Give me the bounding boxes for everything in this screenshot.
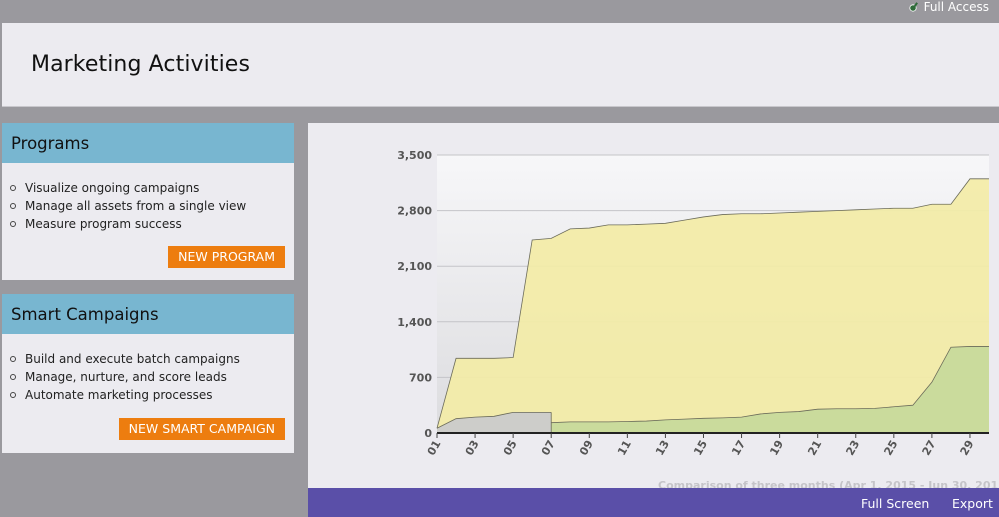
smart-campaigns-list: Build and execute batch campaigns Manage… [2, 334, 294, 404]
list-item: Measure program success [10, 215, 294, 233]
chart-footer: Full Screen Export [308, 488, 999, 517]
x-tick-label: 21 [805, 438, 824, 458]
list-item: Visualize ongoing campaigns [10, 179, 294, 197]
new-smart-campaign-button[interactable]: NEW SMART CAMPAIGN [118, 418, 285, 440]
programs-panel: Programs Visualize ongoing campaigns Man… [2, 123, 294, 280]
x-tick-label: 03 [463, 438, 482, 458]
y-tick-label: 700 [409, 371, 432, 384]
page-title: Marketing Activities [31, 52, 251, 77]
full-access-link[interactable]: Full Access [908, 0, 989, 14]
y-tick-label: 1,400 [397, 316, 432, 329]
top-bar: Full Access [0, 0, 999, 22]
x-tick-label: 01 [425, 438, 444, 458]
x-tick-label: 17 [729, 438, 748, 458]
series-line [551, 346, 989, 424]
x-tick-label: 19 [767, 438, 786, 458]
list-item: Build and execute batch campaigns [10, 350, 294, 368]
y-tick-label: 3,500 [397, 149, 432, 162]
x-tick-label: 25 [882, 438, 901, 458]
x-tick-label: 23 [843, 438, 862, 458]
x-tick-label: 13 [653, 438, 672, 458]
full-access-label: Full Access [923, 0, 989, 14]
activity-chart: 0 700 1,400 2,100 2,800 3,500 01 03 05 07 09 11 13 15… [397, 149, 999, 488]
series-area [551, 346, 989, 433]
x-tick-label: 29 [958, 438, 977, 458]
chart-caption: Comparison of three months (Apr 1, 2015 … [658, 479, 999, 488]
y-tick-label: 2,800 [397, 205, 432, 218]
x-tick-label: 05 [501, 438, 520, 458]
x-tick-label: 09 [577, 438, 596, 458]
smart-campaigns-title: Smart Campaigns [2, 294, 294, 334]
y-tick-label: 2,100 [397, 260, 432, 273]
key-icon [908, 2, 918, 12]
export-button[interactable]: Export [952, 496, 993, 511]
new-program-button[interactable]: NEW PROGRAM [168, 246, 285, 268]
series-line [436, 411, 552, 429]
chart-panel: 0 700 1,400 2,100 2,800 3,500 01 03 05 07 09 11 13 15… [308, 123, 999, 488]
smart-campaigns-panel: Smart Campaigns Build and execute batch … [2, 294, 294, 453]
programs-list: Visualize ongoing campaigns Manage all a… [2, 163, 294, 233]
series-area [437, 178, 989, 433]
page-header: Marketing Activities [2, 23, 999, 107]
y-tick-label: 0 [424, 427, 432, 440]
list-item: Manage all assets from a single view [10, 197, 294, 215]
programs-title: Programs [2, 123, 294, 163]
x-tick-label: 27 [920, 438, 939, 458]
series-area [437, 412, 552, 433]
x-tick-label: 07 [539, 438, 558, 458]
x-tick-label: 11 [615, 438, 634, 458]
list-item: Automate marketing processes [10, 386, 294, 404]
full-screen-button[interactable]: Full Screen [861, 496, 930, 511]
x-tick-label: 15 [691, 438, 710, 458]
list-item: Manage, nurture, and score leads [10, 368, 294, 386]
series-line [436, 178, 989, 429]
